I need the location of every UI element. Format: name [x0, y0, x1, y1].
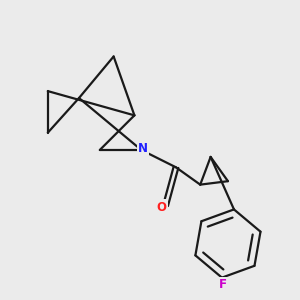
Text: O: O — [156, 201, 167, 214]
Text: N: N — [138, 142, 148, 155]
Text: F: F — [219, 278, 226, 291]
